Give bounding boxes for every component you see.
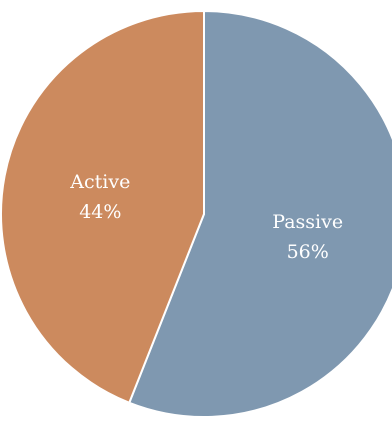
slice-label-passive: Passive xyxy=(272,211,343,233)
slice-label-active: Active xyxy=(69,171,130,193)
pie-labels: Passive 56% Active 44% xyxy=(69,171,343,263)
slice-value-passive: 56% xyxy=(287,241,329,263)
pie-slice-passive xyxy=(127,9,392,418)
pie-slice-active xyxy=(0,9,205,405)
slice-value-active: 44% xyxy=(79,201,121,223)
pie-slices xyxy=(0,9,392,418)
